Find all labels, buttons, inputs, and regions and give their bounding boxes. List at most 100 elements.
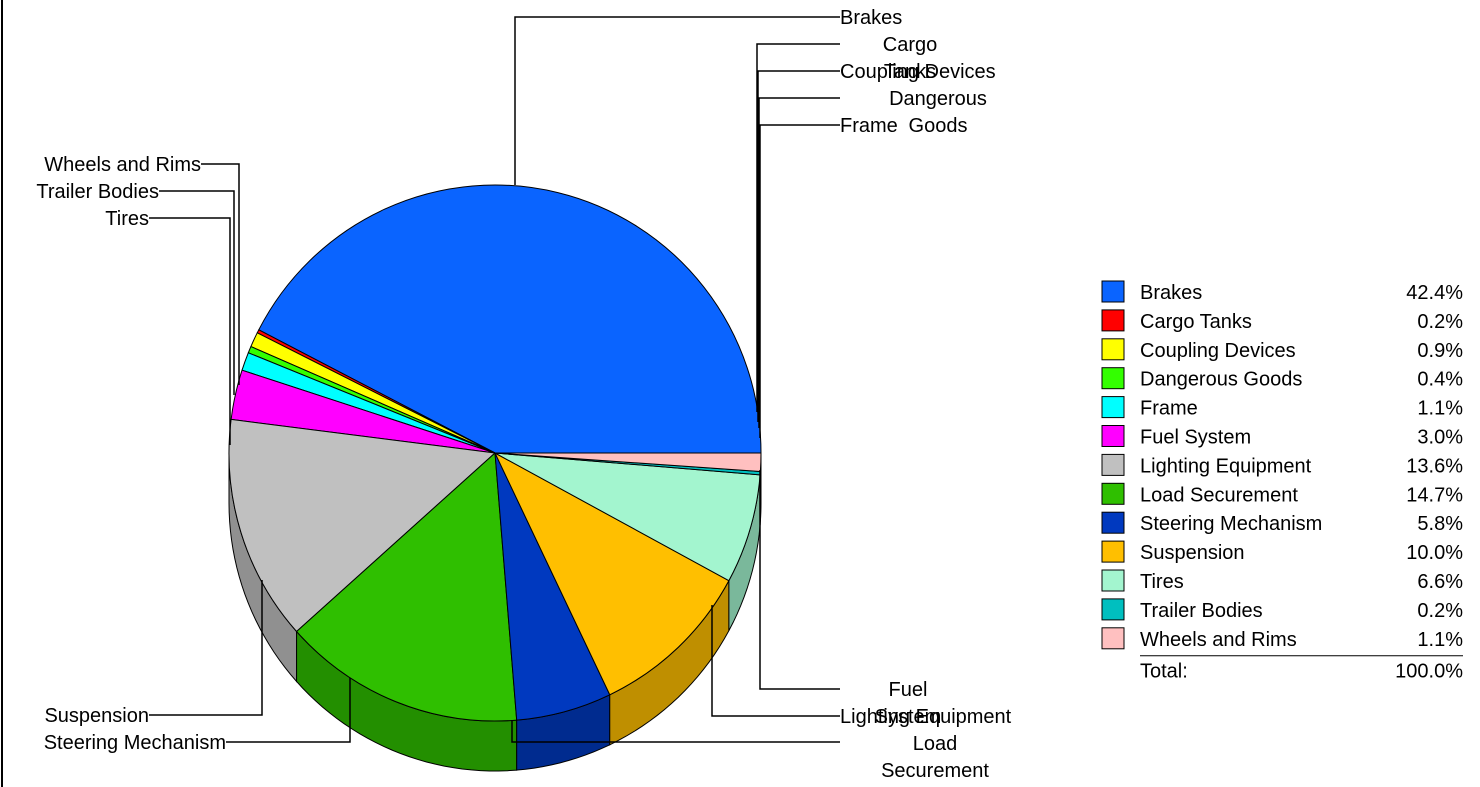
- pie-slice-suspension: [494, 452, 730, 696]
- legend-label: Tires: [1140, 571, 1184, 593]
- legend-percent: 1.1%: [1417, 398, 1463, 420]
- callout-label-fuel-system: Fuel System: [875, 679, 942, 728]
- legend-swatch: [1101, 367, 1125, 390]
- callout-leader-tires: [149, 217, 231, 445]
- callout-label-coupling-devices: Coupling Devices: [840, 61, 996, 83]
- callout-label-steering-mechanism: Steering Mechanism: [44, 732, 226, 754]
- callout-leader-suspension: [149, 580, 263, 716]
- pie-slice-brakes: [258, 184, 762, 454]
- legend-label: Cargo Tanks: [1140, 311, 1252, 333]
- legend-swatch: [1101, 309, 1125, 332]
- callout-line: Securement: [881, 760, 989, 782]
- legend-item-load-securement: Load Securement 14.7%: [1101, 482, 1463, 506]
- legend-percent: 13.6%: [1406, 455, 1463, 477]
- callout-label-lighting-equipment: Lighting Equipment: [840, 706, 1012, 728]
- callout-leader-cargo-tanks: [756, 43, 840, 412]
- legend-label: Trailer Bodies: [1140, 600, 1263, 622]
- legend-swatch: [1101, 396, 1125, 419]
- legend-item-suspension: Suspension 10.0%: [1101, 540, 1463, 564]
- legend-total-value: 100.0%: [1395, 661, 1463, 683]
- legend-label: Dangerous Goods: [1140, 369, 1302, 391]
- legend-item-wheels-and-rims: Wheels and Rims 1.1%: [1101, 627, 1463, 651]
- callout-leader-frame: [759, 124, 840, 438]
- legend-swatch: [1101, 540, 1125, 563]
- callout-leader-load-securement: [511, 720, 840, 743]
- legend-percent: 0.4%: [1417, 369, 1463, 391]
- legend-swatch: [1101, 425, 1125, 447]
- callout-line: Fuel: [889, 679, 928, 701]
- legend: Brakes 42.4% Cargo Tanks 0.2% Coupling Devic…: [1101, 280, 1463, 683]
- callout-line: Goods: [909, 115, 968, 137]
- callout-line: Tires: [105, 208, 149, 230]
- callout-label-brakes: Brakes: [840, 7, 902, 29]
- legend-item-brakes: Brakes 42.4%: [1101, 280, 1463, 304]
- callout-line: Suspension: [44, 705, 149, 727]
- callout-line: Frame: [840, 115, 898, 137]
- callout-label-trailer-bodies: Trailer Bodies: [36, 181, 159, 203]
- legend-item-fuel-system: Fuel System 3.0%: [1101, 425, 1463, 449]
- legend-percent: 0.2%: [1417, 600, 1463, 622]
- legend-total-label: Total:: [1140, 661, 1188, 683]
- legend-label: Coupling Devices: [1140, 340, 1296, 362]
- legend-label: Wheels and Rims: [1140, 629, 1297, 651]
- legend-percent: 1.1%: [1417, 629, 1463, 651]
- callout-leader-steering-mechanism: [226, 678, 351, 743]
- legend-swatch: [1101, 627, 1125, 650]
- callout-leader-wheels-and-rims: [201, 163, 240, 385]
- pie-slice-load-securement: [296, 452, 518, 722]
- callout-label-wheels-and-rims: Wheels and Rims: [44, 154, 201, 176]
- callout-label-dangerous-goods: Dangerous Goods: [889, 88, 987, 137]
- callout-line: Tanks: [884, 61, 936, 83]
- callout-line: Coupling Devices: [840, 61, 996, 83]
- legend-percent: 0.9%: [1417, 340, 1463, 362]
- callout-label-frame: Frame: [840, 115, 898, 137]
- legend-item-lighting-equipment: Lighting Equipment 13.6%: [1101, 453, 1463, 477]
- legend-item-steering-mechanism: Steering Mechanism 5.8%: [1101, 511, 1463, 535]
- callout-leader-lighting-equipment: [711, 605, 840, 717]
- legend-percent: 6.6%: [1417, 571, 1463, 593]
- legend-label: Steering Mechanism: [1140, 513, 1322, 535]
- legend-percent: 5.8%: [1417, 513, 1463, 535]
- callout-line: Cargo: [883, 34, 937, 56]
- legend-swatch: [1101, 338, 1125, 361]
- legend-swatch: [1101, 511, 1125, 534]
- callout-label-tires: Tires: [105, 208, 149, 230]
- legend-label: Suspension: [1140, 542, 1245, 564]
- pie-top: [228, 184, 762, 722]
- callout-leader-fuel-system: [759, 470, 840, 690]
- callout-line: Load: [913, 733, 958, 755]
- legend-item-trailer-bodies: Trailer Bodies 0.2%: [1101, 598, 1463, 622]
- legend-swatch: [1101, 453, 1125, 476]
- callout-line: Lighting Equipment: [840, 706, 1012, 728]
- callout-label-cargo-tanks: Cargo Tanks: [883, 34, 937, 83]
- legend-item-dangerous-goods: Dangerous Goods 0.4%: [1101, 367, 1463, 391]
- callout-leader-dangerous-goods: [758, 97, 840, 428]
- legend-percent: 10.0%: [1406, 542, 1463, 564]
- legend-swatch: [1101, 598, 1125, 621]
- legend-swatch: [1101, 482, 1125, 505]
- callout-line: Trailer Bodies: [36, 181, 159, 203]
- legend-percent: 0.2%: [1417, 311, 1463, 333]
- callout-leader-brakes: [514, 16, 840, 185]
- legend-label: Load Securement: [1140, 484, 1298, 506]
- legend-swatch: [1101, 280, 1125, 303]
- legend-percent: 3.0%: [1417, 427, 1463, 449]
- callout-leader-trailer-bodies: [159, 190, 235, 395]
- callout-leader-coupling-devices: [757, 70, 840, 422]
- callout-line: Brakes: [840, 7, 902, 29]
- legend-swatch: [1101, 569, 1125, 592]
- legend-label: Fuel System: [1140, 427, 1251, 449]
- legend-item-tires: Tires 6.6%: [1101, 569, 1463, 593]
- callout-label-suspension: Suspension: [44, 705, 149, 727]
- legend-label: Lighting Equipment: [1140, 455, 1312, 477]
- callout-line: Wheels and Rims: [44, 154, 201, 176]
- legend-item-frame: Frame 1.1%: [1101, 396, 1463, 420]
- callout-line: System: [875, 706, 942, 728]
- legend-label: Frame: [1140, 398, 1198, 420]
- callout-line: Steering Mechanism: [44, 732, 226, 754]
- legend-item-coupling-devices: Coupling Devices 0.9%: [1101, 338, 1463, 362]
- legend-label: Brakes: [1140, 282, 1202, 304]
- legend-percent: 42.4%: [1406, 282, 1463, 304]
